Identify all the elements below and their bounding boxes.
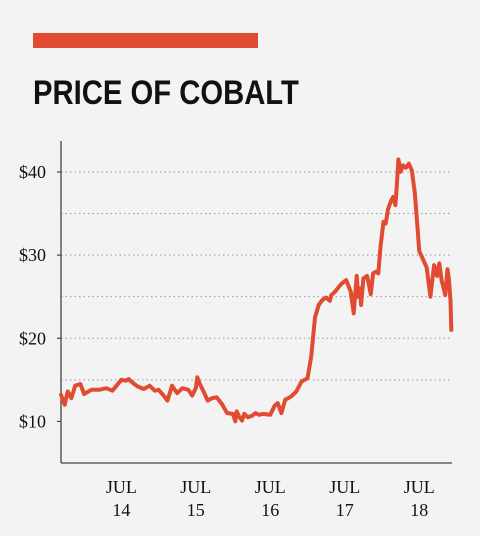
y-tick-label: $40 — [19, 162, 46, 182]
x-tick-month: JUL — [329, 477, 360, 497]
axes — [60, 141, 452, 464]
y-tick-label: $30 — [19, 245, 46, 265]
x-axis-ticks: JUL 14 JUL 15 JUL 16 JUL 17 JUL 18 — [106, 477, 435, 520]
x-tick-month: JUL — [106, 477, 137, 497]
x-tick-month: JUL — [180, 477, 211, 497]
price-line — [59, 157, 454, 424]
x-tick-year: 17 — [336, 500, 354, 520]
series-group — [59, 157, 454, 424]
x-tick-year: 16 — [261, 500, 279, 520]
x-tick-month: JUL — [255, 477, 286, 497]
y-axis-ticks: $10 $20 $30 $40 — [19, 162, 61, 431]
chart-title: PRICE OF COBALT — [33, 74, 299, 112]
x-tick-year: 14 — [112, 500, 130, 520]
x-tick-year: 18 — [410, 500, 428, 520]
y-tick-label: $10 — [19, 411, 46, 431]
x-tick-month: JUL — [404, 477, 435, 497]
y-tick-label: $20 — [19, 328, 46, 348]
title-accent-bar — [33, 33, 258, 48]
x-tick-year: 15 — [187, 500, 205, 520]
